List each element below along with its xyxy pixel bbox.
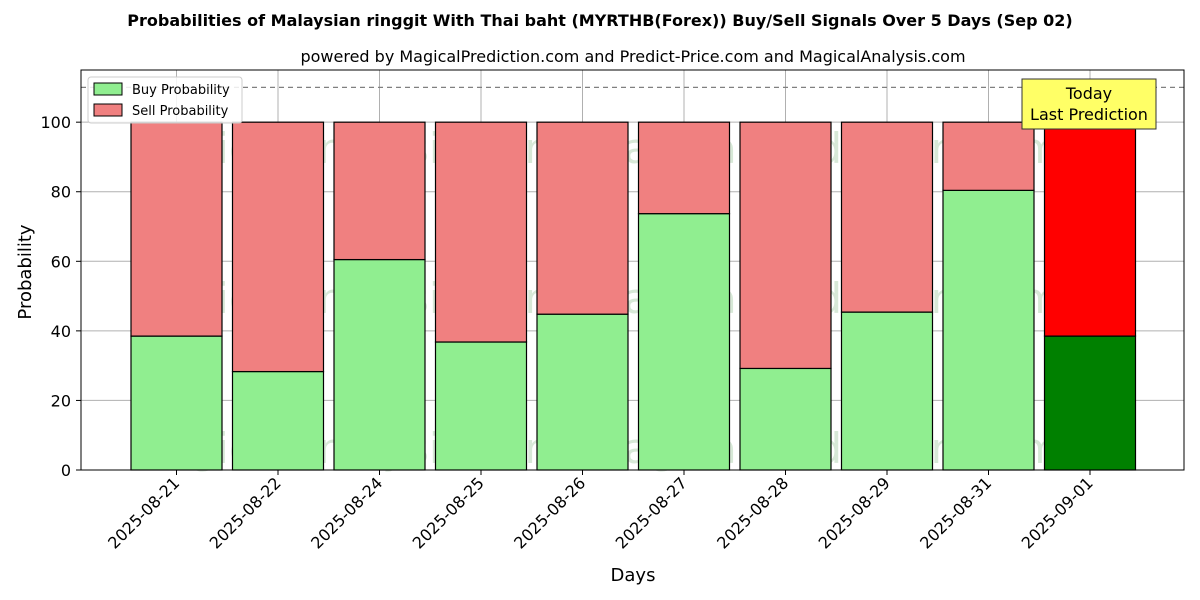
buy-bar	[739, 367, 832, 471]
y-tick-label: 60	[51, 252, 71, 271]
y-tick-label: 20	[51, 391, 71, 410]
today-annotation: Today Last Prediction	[1021, 78, 1157, 130]
sell-bar	[1043, 121, 1137, 337]
plot-frame	[80, 69, 1185, 471]
sell-bar	[840, 121, 934, 313]
x-tick-label: 2025-08-31	[916, 473, 995, 552]
sell-bar	[130, 121, 223, 337]
legend: Buy Probability Sell Probability	[87, 76, 243, 124]
sell-bar	[942, 121, 1035, 191]
x-axis-label: Days	[611, 565, 656, 586]
sell-bar	[536, 121, 629, 315]
x-tick-label: 2025-09-01	[1018, 473, 1097, 552]
y-tick-label: 40	[51, 322, 71, 341]
y-tick-label: 0	[61, 461, 71, 480]
x-tick-label: 2025-08-27	[612, 473, 691, 552]
sell-bar	[434, 121, 528, 343]
bars-layer	[130, 121, 1137, 471]
buy-bar	[231, 370, 325, 471]
legend-label: Sell Probability	[132, 104, 229, 119]
buy-bar	[333, 258, 426, 471]
annotation-text: Today	[1065, 84, 1112, 103]
x-tick-label: 2025-08-28	[713, 473, 792, 552]
annotation-box	[1021, 78, 1157, 130]
y-tick-label: 100	[40, 113, 71, 132]
x-tick-label: 2025-08-22	[206, 473, 285, 552]
legend-label: Buy Probability	[132, 83, 230, 98]
legend-box	[87, 76, 243, 124]
buy-bar	[942, 189, 1035, 471]
chart-title: Probabilities of Malaysian ringgit With …	[127, 11, 1072, 30]
y-axis-label: Probability	[15, 224, 36, 319]
legend-swatch	[93, 103, 123, 117]
buy-bar	[434, 341, 528, 471]
annotation-text: Last Prediction	[1030, 105, 1148, 124]
buy-bar	[130, 335, 223, 471]
legend-swatch	[93, 82, 123, 96]
buy-bar	[536, 313, 629, 471]
buy-bar	[1043, 335, 1137, 471]
y-tick-label: 80	[51, 183, 71, 202]
x-tick-label: 2025-08-25	[409, 473, 488, 552]
buy-bar	[637, 213, 731, 471]
sell-bar	[637, 121, 731, 215]
sell-bar	[739, 121, 832, 370]
sell-bar	[231, 121, 325, 373]
chart-subtitle: powered by MagicalPrediction.com and Pre…	[300, 47, 965, 66]
sell-bar	[333, 121, 426, 261]
buy-bar	[840, 311, 934, 471]
x-tick-label: 2025-08-24	[307, 473, 386, 552]
x-tick-label: 2025-08-29	[815, 473, 894, 552]
x-tick-label: 2025-08-21	[104, 473, 183, 552]
x-tick-label: 2025-08-26	[510, 473, 589, 552]
